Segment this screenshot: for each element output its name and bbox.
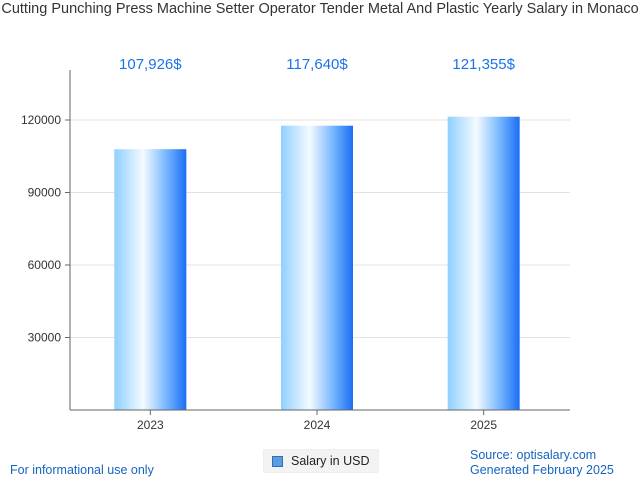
y-tick-label: 90000 — [28, 186, 62, 200]
y-tick-label: 60000 — [28, 258, 62, 272]
axes — [65, 70, 570, 415]
generated-date: Generated February 2025 — [470, 463, 614, 477]
legend-swatch — [272, 455, 283, 467]
disclaimer-text: For informational use only — [10, 463, 154, 477]
x-tick-label: 2025 — [470, 418, 497, 432]
source-link[interactable]: Source: optisalary.com — [470, 448, 597, 462]
bar — [281, 125, 353, 410]
x-tick-label: 2023 — [137, 418, 164, 432]
y-tick-label: 30000 — [28, 331, 62, 345]
legend-label: Salary in USD — [291, 454, 370, 468]
y-tick-label: 120000 — [21, 113, 61, 127]
source-info: Source: optisalary.com Generated Februar… — [470, 448, 614, 478]
bar — [114, 149, 187, 410]
labels: 30000 60000 90000 120000 2023 107,926$ 2024 117… — [21, 56, 516, 432]
data-label: 117,640$ — [286, 56, 348, 73]
data-label: 107,926$ — [119, 56, 182, 73]
legend[interactable]: Salary in USD — [263, 449, 379, 473]
x-tick-label: 2024 — [304, 418, 331, 432]
bar — [447, 116, 520, 411]
bars — [114, 116, 520, 411]
chart-title: Cutting Punching Press Machine Setter Op… — [1, 1, 639, 17]
data-label: 121,355$ — [452, 56, 515, 73]
